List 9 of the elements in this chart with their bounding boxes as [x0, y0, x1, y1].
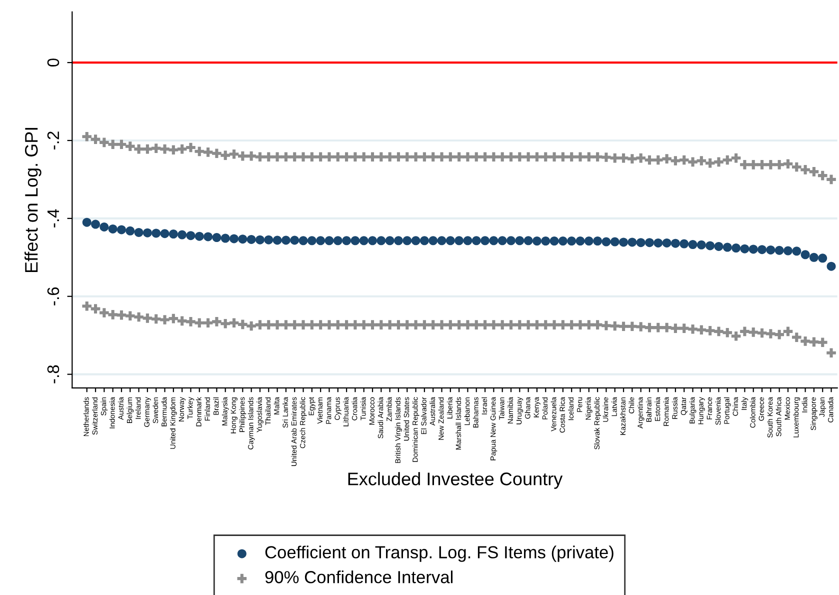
y-axis-title: Effect on Log. GPI [24, 128, 42, 272]
y-tick-label: 0 [47, 58, 60, 67]
legend-label: 90% Confidence Interval [265, 570, 452, 584]
legend-label: Coefficient on Transp. Log. FS Items (private) [265, 546, 614, 562]
y-tick-label: -.2 [47, 132, 59, 150]
y-tick-label: -.4 [48, 209, 59, 228]
y-tick-label: -.8 [47, 365, 60, 384]
y-tick-label: -.6 [47, 287, 60, 306]
x-axis-title: Excluded Investee Country [348, 472, 563, 489]
